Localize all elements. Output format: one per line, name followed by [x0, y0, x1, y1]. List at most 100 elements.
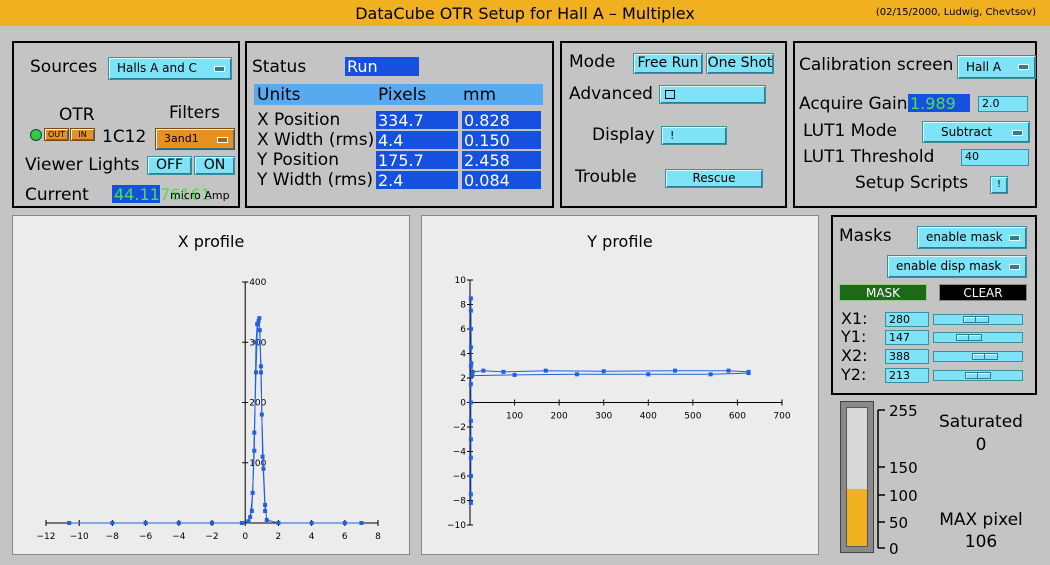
- lights-on-button[interactable]: ON: [194, 156, 235, 175]
- x-profile-plot: X profile −12−10−8−6−4−20246810020030040…: [12, 215, 410, 555]
- window-title: DataCube OTR Setup for Hall A – Multiple…: [355, 4, 695, 23]
- x-tick-label: 0: [242, 532, 248, 542]
- trouble-label: Trouble: [575, 167, 637, 187]
- data-point: [468, 418, 473, 423]
- data-point: [726, 368, 731, 373]
- masks-panel: Masks enable mask enable disp mask MASK …: [831, 215, 1037, 395]
- status-panel: Status Run Units Pixels mm X Position 33…: [245, 41, 554, 208]
- status-header-row: [254, 84, 543, 105]
- enable-mask-menu[interactable]: enable mask: [917, 226, 1027, 249]
- display-button[interactable]: !: [661, 126, 727, 145]
- slider-knob[interactable]: [963, 316, 989, 323]
- lights-off-button[interactable]: OFF: [147, 156, 192, 175]
- scale-label-150: 150: [889, 459, 918, 477]
- data-point: [143, 521, 148, 525]
- display-label: Display: [592, 125, 655, 145]
- mask-row-slider[interactable]: [933, 351, 1023, 362]
- x-position-mm: 0.828: [462, 111, 541, 130]
- lut1-mode-menu[interactable]: Subtract: [922, 121, 1030, 143]
- data-point: [470, 369, 475, 374]
- mm-header: mm: [463, 85, 497, 105]
- saturated-value: 0: [975, 435, 987, 455]
- data-point: [468, 437, 473, 442]
- data-point: [470, 373, 475, 378]
- mask-row-label: Y2:: [841, 365, 867, 384]
- data-point: [469, 361, 474, 366]
- data-point: [468, 455, 473, 460]
- data-point: [246, 519, 251, 524]
- data-point: [673, 368, 678, 373]
- x-position-label: X Position: [257, 110, 341, 130]
- x-tick-label: 8: [375, 532, 381, 542]
- option-menu-icon: [1012, 130, 1023, 136]
- filters-value: 3and1: [164, 132, 199, 145]
- y-profile-plot: Y profile 100 200 300 400 500 600 700 −10 −8 −6 −4…: [421, 215, 819, 555]
- lut1-threshold-input[interactable]: 40: [961, 149, 1029, 166]
- sources-menu[interactable]: Halls A and C: [108, 57, 232, 80]
- x-tick-label: 500: [684, 412, 701, 422]
- setup-scripts-button[interactable]: !: [990, 176, 1008, 194]
- mask-row-input[interactable]: 213: [885, 368, 929, 383]
- y-tick-label: 8: [460, 301, 466, 311]
- data-point: [574, 372, 579, 377]
- mask-row-slider[interactable]: [933, 314, 1023, 325]
- x-tick-label: 4: [309, 532, 315, 542]
- data-point: [746, 371, 751, 376]
- x-tick-label: 700: [773, 412, 790, 422]
- otr-out-button[interactable]: OUT: [44, 128, 69, 141]
- enable-disp-mask-value: enable disp mask: [896, 259, 1002, 273]
- data-point: [210, 521, 214, 525]
- current-value: 44.11: [114, 185, 160, 204]
- slider-knob[interactable]: [972, 353, 998, 360]
- lut1-mode-value: Subtract: [941, 125, 993, 139]
- x-width-label: X Width (rms): [257, 130, 375, 150]
- y-tick-label: 4: [460, 350, 466, 360]
- advanced-button[interactable]: [659, 85, 766, 104]
- data-point: [255, 322, 260, 327]
- enable-disp-mask-menu[interactable]: enable disp mask: [887, 255, 1027, 278]
- mask-row-slider[interactable]: [933, 370, 1023, 381]
- data-point: [110, 521, 115, 525]
- acquire-gain-input[interactable]: 2.0: [978, 96, 1028, 112]
- max-pixel-value: 106: [964, 532, 998, 552]
- y-position-label: Y Position: [257, 150, 339, 170]
- option-menu-icon: [1009, 235, 1020, 241]
- clear-button[interactable]: CLEAR: [939, 284, 1027, 301]
- mask-row-slider[interactable]: [933, 332, 1023, 343]
- series-line-0: [470, 298, 749, 503]
- lut1-mode-label: LUT1 Mode: [803, 121, 897, 141]
- window-subtitle: (02/15/2000, Ludwig, Chevtsov): [875, 7, 1036, 18]
- pixels-header: Pixels: [378, 85, 427, 105]
- data-point: [258, 370, 263, 375]
- filters-label: Filters: [169, 103, 220, 123]
- current-unit: micro Amp: [170, 189, 230, 202]
- mask-button[interactable]: MASK: [839, 284, 927, 301]
- data-point: [253, 370, 258, 375]
- slider-knob[interactable]: [965, 372, 991, 379]
- y-profile-title: Y profile: [587, 232, 653, 251]
- data-point: [276, 521, 281, 525]
- series-line-1: [472, 372, 749, 377]
- filters-menu[interactable]: 3and1: [155, 128, 235, 150]
- acquire-gain-value: 1.989: [908, 94, 970, 113]
- mask-row-input[interactable]: 147: [885, 330, 929, 345]
- x-tick-label: −12: [37, 532, 56, 542]
- mask-row-input[interactable]: 280: [885, 312, 929, 327]
- one-shot-button[interactable]: One Shot: [706, 53, 774, 74]
- y-tick-label: −2: [453, 423, 466, 433]
- scale-label-0: 0: [889, 540, 899, 558]
- mask-row-input[interactable]: 388: [885, 349, 929, 364]
- free-run-button[interactable]: Free Run: [633, 53, 703, 74]
- data-point: [264, 517, 269, 522]
- calibration-hall-menu[interactable]: Hall A: [957, 55, 1036, 79]
- y-width-mm: 0.084: [462, 171, 541, 190]
- slider-knob[interactable]: [956, 334, 982, 341]
- data-point: [646, 372, 651, 377]
- otr-in-button[interactable]: IN: [70, 128, 95, 141]
- x-tick-label: 100: [506, 412, 523, 422]
- rescue-button[interactable]: Rescue: [665, 169, 763, 188]
- data-point: [249, 508, 254, 513]
- max-pixel-label: MAX pixel: [939, 510, 1023, 530]
- y-position-mm: 2.458: [462, 151, 541, 170]
- x-tick-label: 300: [595, 412, 612, 422]
